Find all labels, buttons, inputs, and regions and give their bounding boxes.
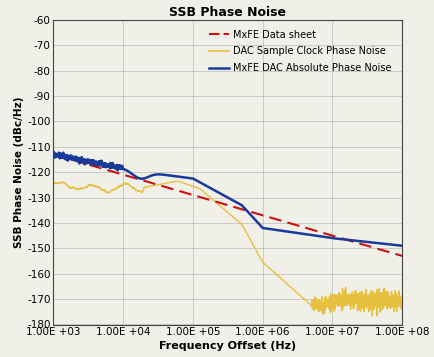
MxFE DAC Absolute Phase Noise xyxy=(51,150,56,154)
MxFE DAC Absolute Phase Noise xyxy=(388,242,394,247)
DAC Sample Clock Phase Noise xyxy=(90,183,95,188)
MxFE DAC Absolute Phase Noise xyxy=(220,193,225,197)
MxFE DAC Absolute Phase Noise xyxy=(389,242,394,247)
MxFE DAC Absolute Phase Noise xyxy=(399,243,404,248)
MxFE Data sheet xyxy=(283,220,288,224)
DAC Sample Clock Phase Noise xyxy=(199,188,204,193)
DAC Sample Clock Phase Noise xyxy=(51,181,56,186)
Legend: MxFE Data sheet, DAC Sample Clock Phase Noise, MxFE DAC Absolute Phase Noise: MxFE Data sheet, DAC Sample Clock Phase … xyxy=(207,27,393,75)
MxFE Data sheet xyxy=(140,178,145,182)
MxFE Data sheet xyxy=(112,170,117,175)
X-axis label: Frequency Offset (Hz): Frequency Offset (Hz) xyxy=(159,341,296,351)
DAC Sample Clock Phase Noise xyxy=(184,182,189,186)
MxFE Data sheet xyxy=(312,229,318,233)
MxFE Data sheet xyxy=(51,152,56,156)
Line: DAC Sample Clock Phase Noise: DAC Sample Clock Phase Noise xyxy=(53,181,401,316)
Y-axis label: SSB Phase Noise (dBc/Hz): SSB Phase Noise (dBc/Hz) xyxy=(14,96,24,248)
DAC Sample Clock Phase Noise xyxy=(392,297,397,301)
MxFE Data sheet xyxy=(208,198,213,202)
MxFE DAC Absolute Phase Noise xyxy=(211,188,216,192)
MxFE DAC Absolute Phase Noise xyxy=(51,152,56,157)
MxFE Data sheet xyxy=(399,254,404,258)
DAC Sample Clock Phase Noise xyxy=(355,295,360,299)
DAC Sample Clock Phase Noise xyxy=(399,301,404,305)
MxFE DAC Absolute Phase Noise xyxy=(325,235,330,240)
DAC Sample Clock Phase Noise xyxy=(368,314,374,318)
DAC Sample Clock Phase Noise xyxy=(111,187,116,192)
Line: MxFE DAC Absolute Phase Noise: MxFE DAC Absolute Phase Noise xyxy=(53,152,401,246)
Title: SSB Phase Noise: SSB Phase Noise xyxy=(169,6,286,19)
DAC Sample Clock Phase Noise xyxy=(174,179,180,183)
MxFE DAC Absolute Phase Noise xyxy=(69,154,74,158)
Line: MxFE Data sheet: MxFE Data sheet xyxy=(53,154,401,256)
MxFE Data sheet xyxy=(256,212,261,216)
